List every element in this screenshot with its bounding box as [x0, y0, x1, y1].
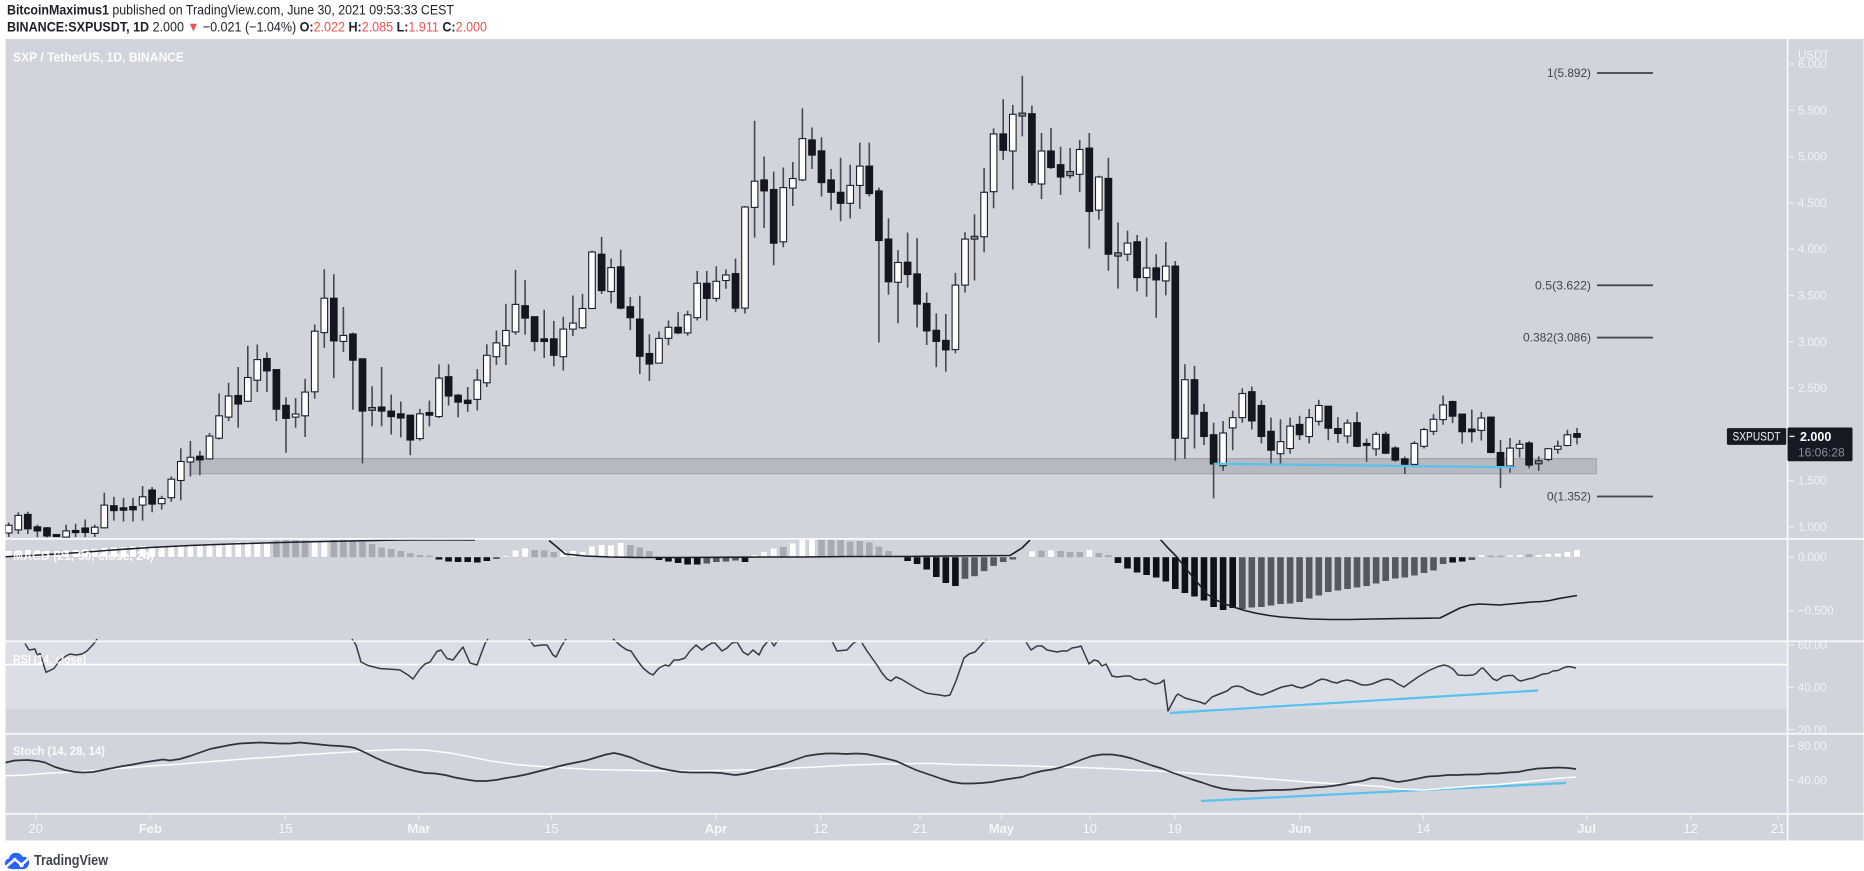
svg-text:2.000: 2.000: [1800, 430, 1831, 444]
svg-text:MACD (21, 50, close, 24): MACD (21, 50, close, 24): [13, 549, 154, 563]
svg-text:12: 12: [1683, 821, 1697, 836]
svg-text:Feb: Feb: [139, 821, 162, 836]
svg-text:RSI (14, close): RSI (14, close): [13, 653, 86, 667]
svg-text:0.382(3.086): 0.382(3.086): [1523, 331, 1591, 345]
svg-text:TradingView: TradingView: [34, 853, 109, 869]
svg-text:4.000: 4.000: [1798, 244, 1827, 256]
svg-text:BINANCE:SXPUSDT, 1D 2.000 ▼ −: BINANCE:SXPUSDT, 1D 2.000 ▼ −0.021 (−1.0…: [7, 20, 487, 36]
svg-text:1(5.892): 1(5.892): [1547, 66, 1591, 80]
svg-text:21: 21: [1771, 821, 1785, 836]
svg-text:Jun: Jun: [1288, 821, 1311, 836]
svg-text:1.000: 1.000: [1798, 522, 1827, 534]
svg-text:USDT: USDT: [1798, 50, 1829, 62]
svg-text:20.00: 20.00: [1798, 725, 1827, 737]
svg-text:15: 15: [278, 821, 292, 836]
svg-text:12: 12: [813, 821, 827, 836]
svg-text:Stoch (14, 28, 14): Stoch (14, 28, 14): [13, 744, 105, 758]
svg-text:40.00: 40.00: [1798, 682, 1827, 694]
svg-text:2.500: 2.500: [1798, 383, 1827, 395]
svg-text:5.000: 5.000: [1798, 152, 1827, 164]
svg-text:20: 20: [28, 821, 42, 836]
svg-text:1.500: 1.500: [1798, 476, 1827, 488]
svg-text:3.000: 3.000: [1798, 337, 1827, 349]
svg-text:−0.500: −0.500: [1798, 606, 1834, 618]
svg-text:May: May: [989, 821, 1015, 836]
svg-text:14: 14: [1416, 821, 1430, 836]
svg-text:19: 19: [1167, 821, 1181, 836]
svg-text:6.000: 6.000: [1798, 59, 1827, 71]
svg-text:10: 10: [1083, 821, 1097, 836]
svg-text:21: 21: [913, 821, 927, 836]
svg-text:40.00: 40.00: [1798, 775, 1827, 787]
svg-text:15: 15: [544, 821, 558, 836]
svg-text:BitcoinMaximus1 published on T: BitcoinMaximus1 published on TradingView…: [7, 3, 454, 19]
svg-text:SXP / TetherUS, 1D, BINANCE: SXP / TetherUS, 1D, BINANCE: [13, 50, 184, 65]
svg-text:Apr: Apr: [705, 821, 727, 836]
svg-text:4.500: 4.500: [1798, 198, 1827, 210]
svg-text:5.500: 5.500: [1798, 105, 1827, 117]
svg-text:16:06:28: 16:06:28: [1798, 446, 1845, 460]
svg-text:SXPUSDT: SXPUSDT: [1733, 432, 1781, 444]
svg-text:3.500: 3.500: [1798, 291, 1827, 303]
svg-text:60.00: 60.00: [1798, 640, 1827, 652]
svg-text:0(1.352): 0(1.352): [1547, 490, 1591, 504]
svg-text:0.000: 0.000: [1798, 552, 1827, 564]
svg-text:80.00: 80.00: [1798, 741, 1827, 753]
svg-text:Jul: Jul: [1577, 821, 1596, 836]
svg-text:Mar: Mar: [407, 821, 430, 836]
svg-text:0.5(3.622): 0.5(3.622): [1535, 278, 1591, 292]
